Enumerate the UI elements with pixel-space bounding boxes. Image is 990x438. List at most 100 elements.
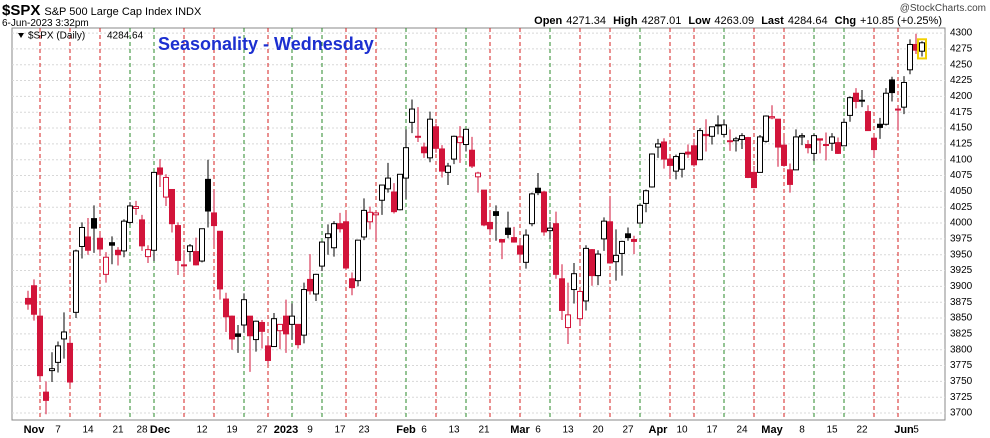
candle-body [613, 254, 619, 263]
label: High [613, 15, 638, 27]
candle-body [367, 211, 373, 223]
candle-body [463, 128, 469, 146]
candle-body [607, 221, 613, 264]
y-tick-label: 3725 [950, 392, 973, 403]
y-tick-label: 4250 [950, 59, 973, 70]
quote-value: 4271.34 [566, 15, 607, 27]
candle-body [733, 138, 739, 142]
candle-body [817, 138, 823, 141]
candle-body [565, 314, 571, 329]
candle-body [895, 108, 901, 111]
x-tick-label: 17 [706, 425, 718, 436]
candle-body [211, 212, 217, 227]
candle-body [877, 123, 883, 128]
candle-body [157, 167, 163, 175]
candle-body [511, 237, 517, 243]
label: Last [761, 15, 784, 27]
candle-body [235, 333, 241, 337]
candle-body [841, 121, 847, 147]
y-tick-label: 3900 [950, 281, 973, 292]
y-tick-label: 3825 [950, 329, 973, 340]
y-tick-label: 3850 [950, 313, 973, 324]
candle-body [187, 245, 193, 253]
symbol: $SPX [2, 2, 41, 19]
candle-body [109, 242, 115, 246]
x-tick-label: 5 [913, 425, 919, 436]
x-tick-label: 24 [736, 425, 748, 436]
candle-body [289, 315, 295, 325]
x-tick-label: 19 [226, 425, 238, 436]
candle-body [835, 142, 841, 154]
y-tick-label: 3950 [950, 249, 973, 260]
candle-body [589, 249, 595, 277]
candle-body [475, 172, 481, 178]
candle-body [769, 116, 775, 119]
quote-value: +10.85 (+0.25%) [860, 15, 942, 27]
legend-value: 4284.64 [107, 31, 144, 42]
candle-body [61, 331, 67, 340]
candle-body [787, 169, 793, 185]
candle-body [487, 221, 493, 230]
x-tick-label: 12 [196, 425, 208, 436]
candle-body [217, 230, 223, 290]
candle-body [685, 151, 691, 155]
candle-body [379, 184, 385, 201]
candle-body [73, 250, 79, 313]
candle-body [355, 239, 361, 282]
x-tick-label: 15 [826, 425, 838, 436]
candle-body [829, 136, 835, 144]
candle-body [163, 176, 169, 198]
x-tick-label: 13 [448, 425, 460, 436]
quote-value: 4284.64 [787, 15, 828, 27]
candle-body [601, 220, 607, 240]
candle-body [49, 368, 55, 372]
candle-body [337, 223, 343, 230]
candle-body [391, 191, 397, 213]
candle-body [307, 278, 313, 292]
y-tick-label: 3750 [950, 376, 973, 387]
candle-body [517, 245, 523, 255]
candle-body [637, 204, 643, 224]
x-tick-label: 13 [562, 425, 574, 436]
candle-body [679, 152, 685, 170]
candle-body [103, 256, 109, 275]
candle-body [199, 228, 205, 262]
legend-icon [18, 33, 24, 38]
candle-body [433, 126, 439, 149]
candle-body [631, 239, 637, 242]
x-tick-label: 27 [256, 425, 268, 436]
candle-body [385, 177, 391, 190]
quote-value: 4263.09 [714, 15, 755, 27]
candle-body [457, 136, 463, 144]
y-tick-label: 4275 [950, 44, 973, 55]
candle-body [667, 158, 673, 166]
candle-body [127, 205, 133, 223]
candle-body [223, 298, 229, 318]
candle-body [523, 234, 529, 263]
x-tick-label: 21 [112, 425, 124, 436]
x-tick-label: 27 [622, 425, 634, 436]
candle-body [55, 345, 61, 363]
x-tick-label: Jun [894, 424, 914, 436]
x-tick-label: Nov [24, 424, 46, 436]
candle-body [697, 130, 703, 161]
y-tick-label: 4200 [950, 91, 973, 102]
candle-body [145, 249, 151, 258]
brand: @StockCharts.com [899, 3, 986, 14]
candle-body [901, 81, 907, 108]
candle-body [205, 178, 211, 212]
candle-body [691, 145, 697, 166]
legend-name: $SPX (Daily) [28, 31, 85, 42]
y-tick-label: 4150 [950, 123, 973, 134]
candle-body [343, 221, 349, 269]
candle-body [751, 171, 757, 189]
candle-body [553, 223, 559, 275]
candle-body [409, 108, 415, 123]
candle-body [703, 133, 709, 137]
candle-body [547, 227, 553, 232]
candle-body [859, 99, 865, 102]
candle-body [625, 233, 631, 239]
candle-body [97, 237, 103, 250]
